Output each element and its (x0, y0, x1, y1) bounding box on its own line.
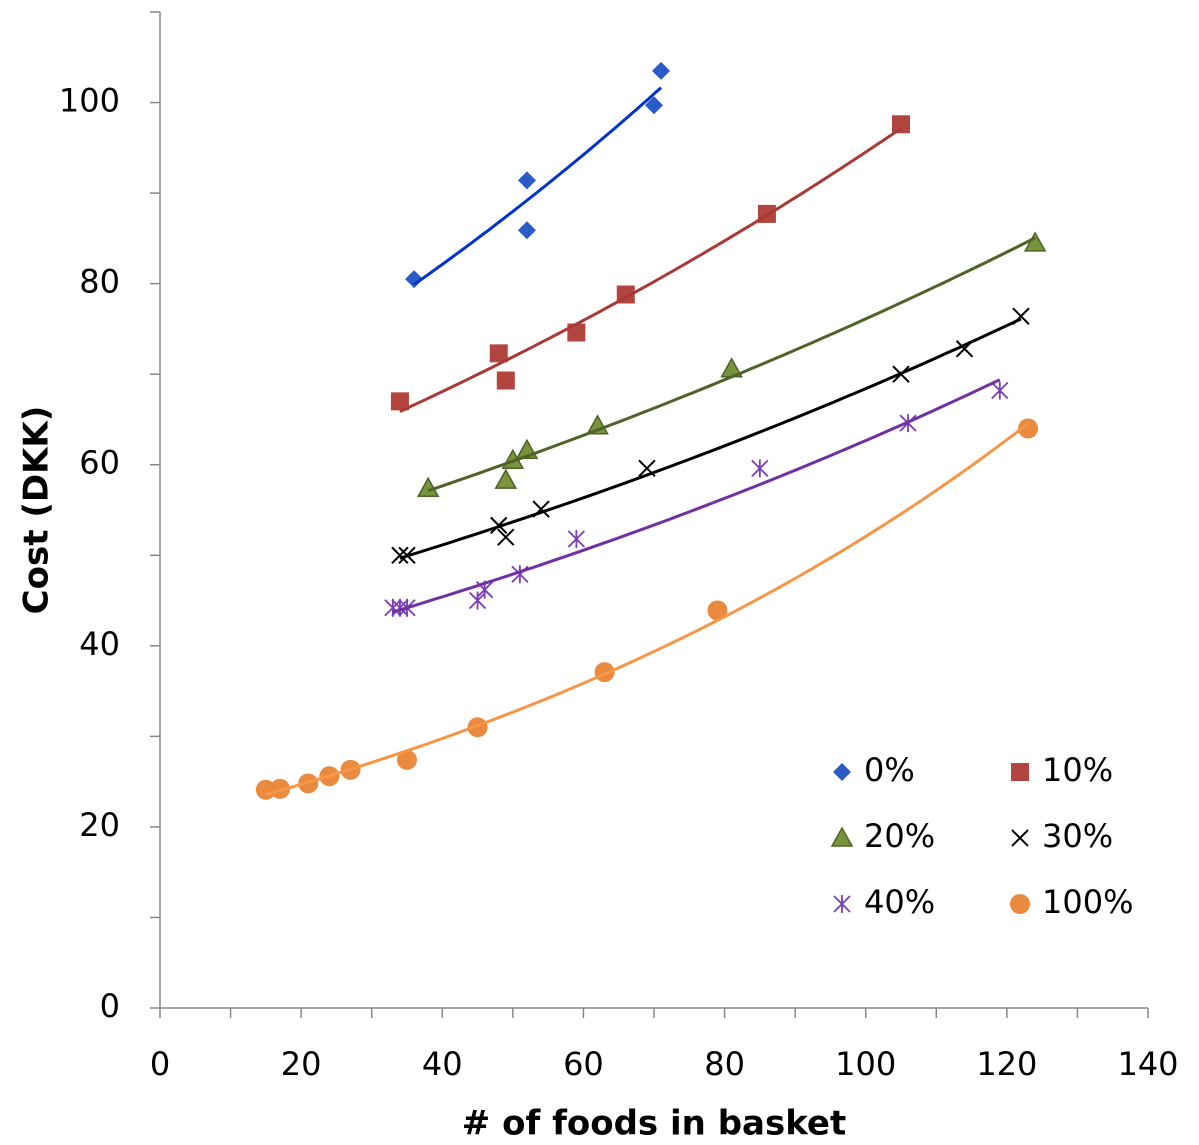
marker (707, 600, 728, 621)
legend-label: 0% (864, 751, 915, 789)
marker (416, 476, 440, 498)
legend-label: 10% (1042, 751, 1113, 789)
marker (497, 528, 515, 546)
marker (397, 749, 417, 770)
legend-label: 20% (864, 817, 935, 855)
legend-marker (1011, 763, 1029, 781)
legend-label: 40% (864, 883, 935, 921)
marker (991, 381, 1009, 400)
trendline (392, 378, 1001, 614)
y-tick-label: 0 (100, 987, 120, 1025)
y-axis-title: Cost (DKK) (17, 406, 57, 615)
y-tick-label: 100 (59, 82, 120, 120)
series (390, 115, 910, 411)
marker (468, 591, 487, 610)
series (391, 307, 1030, 564)
marker (391, 546, 409, 564)
marker (405, 270, 424, 289)
y-tick-label: 80 (79, 263, 120, 301)
y-tick-label: 40 (79, 625, 120, 663)
marker (1018, 418, 1039, 439)
series (416, 231, 1047, 498)
marker (645, 96, 663, 115)
marker (489, 344, 508, 363)
x-tick-label: 60 (563, 1045, 604, 1083)
x-tick-label: 100 (835, 1045, 896, 1083)
marker (390, 392, 409, 411)
marker (496, 371, 515, 390)
marker (892, 115, 910, 134)
x-tick-label: 40 (422, 1045, 463, 1083)
trendline (427, 236, 1036, 493)
marker (494, 468, 518, 489)
marker (567, 529, 586, 548)
trendline (265, 422, 1029, 796)
legend-marker (833, 895, 851, 913)
legend-marker (830, 826, 854, 847)
trendline (413, 86, 663, 286)
series (255, 418, 1039, 800)
legend-marker (1010, 894, 1030, 914)
legend-label: 30% (1042, 817, 1113, 855)
x-axis-title: # of foods in basket (462, 1104, 846, 1144)
x-tick-label: 140 (1117, 1045, 1178, 1083)
legend-marker (1011, 829, 1029, 847)
x-tick-label: 80 (704, 1045, 745, 1083)
trendline (399, 127, 902, 413)
marker (517, 171, 536, 190)
marker (652, 61, 671, 80)
x-tick-label: 0 (150, 1045, 170, 1083)
trendline (399, 317, 1022, 560)
legend-label: 100% (1042, 883, 1133, 921)
y-tick-label: 60 (79, 444, 120, 482)
series (384, 381, 1009, 617)
x-tick-label: 20 (281, 1045, 322, 1083)
series (405, 61, 671, 289)
marker (751, 459, 769, 478)
marker (269, 778, 290, 799)
legend-marker (833, 763, 851, 781)
x-tick-label: 120 (976, 1045, 1037, 1083)
y-tick-label: 20 (79, 806, 120, 844)
marker (517, 221, 536, 240)
